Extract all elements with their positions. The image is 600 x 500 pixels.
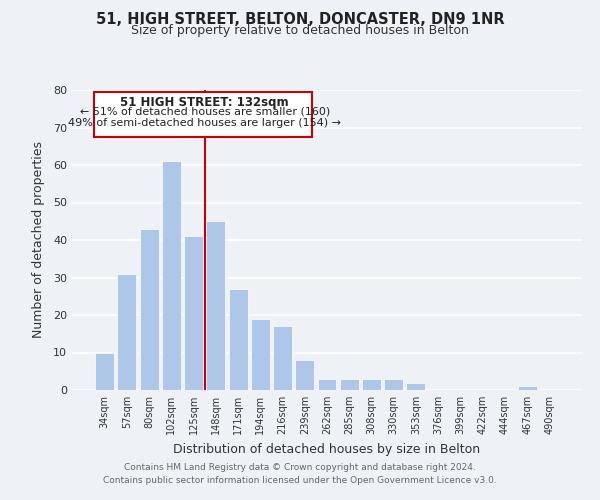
Text: ← 51% of detached houses are smaller (160): ← 51% of detached houses are smaller (16… xyxy=(80,107,330,117)
Bar xyxy=(406,382,425,390)
Bar xyxy=(295,360,314,390)
Y-axis label: Number of detached properties: Number of detached properties xyxy=(32,142,44,338)
Bar xyxy=(518,386,536,390)
Bar xyxy=(273,326,292,390)
Text: Contains public sector information licensed under the Open Government Licence v3: Contains public sector information licen… xyxy=(103,476,497,485)
Bar xyxy=(251,319,270,390)
Text: Contains HM Land Registry data © Crown copyright and database right 2024.: Contains HM Land Registry data © Crown c… xyxy=(124,464,476,472)
Bar xyxy=(162,161,181,390)
Bar xyxy=(95,352,114,390)
Text: Size of property relative to detached houses in Belton: Size of property relative to detached ho… xyxy=(131,24,469,37)
Bar xyxy=(229,289,248,390)
Text: 49% of semi-detached houses are larger (154) →: 49% of semi-detached houses are larger (… xyxy=(68,118,341,128)
Bar xyxy=(362,379,381,390)
Bar xyxy=(384,379,403,390)
Bar xyxy=(184,236,203,390)
Text: 51 HIGH STREET: 132sqm: 51 HIGH STREET: 132sqm xyxy=(121,96,289,108)
Bar xyxy=(206,221,225,390)
Text: 51, HIGH STREET, BELTON, DONCASTER, DN9 1NR: 51, HIGH STREET, BELTON, DONCASTER, DN9 … xyxy=(95,12,505,28)
Bar xyxy=(118,274,136,390)
FancyBboxPatch shape xyxy=(94,92,312,137)
Bar xyxy=(317,379,337,390)
X-axis label: Distribution of detached houses by size in Belton: Distribution of detached houses by size … xyxy=(173,442,481,456)
Bar xyxy=(140,229,158,390)
Bar xyxy=(340,379,359,390)
